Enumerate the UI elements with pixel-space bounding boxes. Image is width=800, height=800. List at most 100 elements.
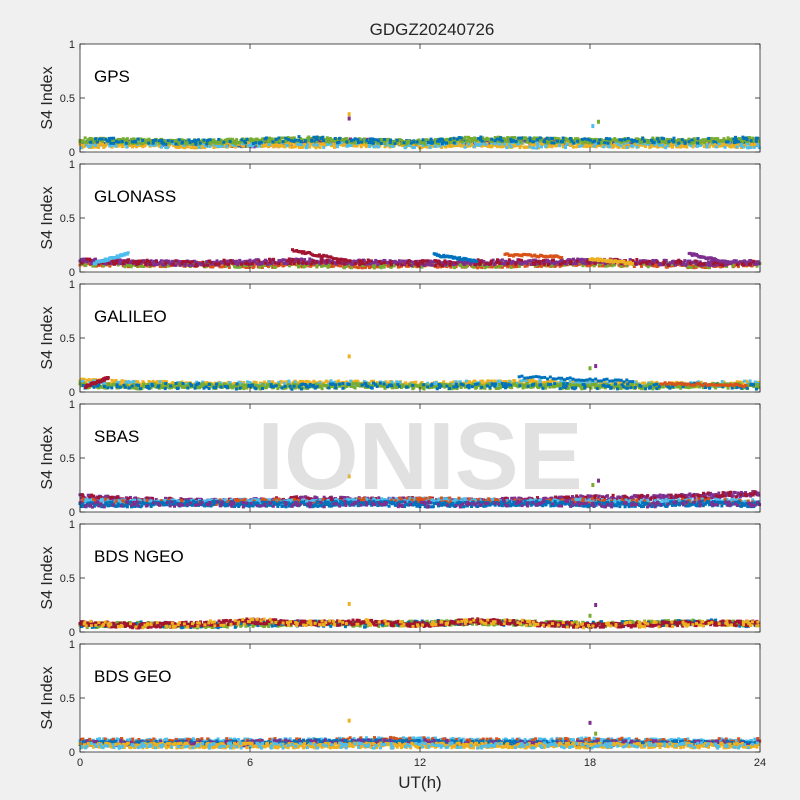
- data-point: [293, 260, 297, 264]
- data-point: [531, 140, 535, 144]
- data-point: [207, 259, 211, 263]
- data-point: [105, 139, 109, 143]
- data-point: [144, 141, 148, 145]
- data-point: [535, 146, 539, 150]
- data-point: [226, 137, 230, 141]
- data-point: [593, 139, 597, 143]
- data-point: [344, 265, 348, 269]
- data-point: [430, 144, 434, 148]
- data-point: [705, 262, 709, 266]
- data-point: [450, 140, 454, 144]
- data-point: [575, 145, 579, 149]
- data-point: [506, 144, 510, 148]
- data-point: [93, 139, 97, 143]
- data-point: [206, 263, 210, 267]
- data-point: [82, 140, 86, 144]
- data-point: [437, 261, 441, 265]
- data-point: [570, 262, 574, 266]
- data-point: [194, 146, 198, 150]
- data-point: [234, 142, 238, 146]
- data-point: [456, 260, 460, 264]
- data-point: [715, 261, 719, 265]
- data-point: [392, 264, 396, 268]
- data-point: [137, 262, 141, 266]
- data-point: [570, 139, 574, 143]
- data-point: [375, 138, 379, 142]
- data-point: [362, 143, 366, 147]
- data-point: [585, 258, 589, 262]
- data-point: [444, 145, 448, 149]
- data-point: [238, 141, 242, 145]
- data-point: [203, 261, 207, 265]
- data-point: [532, 146, 535, 150]
- data-point: [709, 261, 713, 265]
- data-point: [576, 137, 580, 141]
- data-point: [85, 260, 89, 264]
- data-point: [216, 144, 220, 148]
- data-point: [237, 144, 241, 148]
- data-point: [144, 262, 148, 266]
- data-point: [182, 138, 186, 142]
- data-point: [261, 261, 265, 265]
- data-point: [308, 145, 312, 149]
- data-point: [755, 262, 759, 266]
- data-point: [358, 263, 362, 267]
- data-point: [498, 261, 502, 265]
- data-point: [457, 137, 461, 141]
- data-point: [411, 260, 415, 264]
- data-point: [565, 142, 569, 146]
- data-point: [272, 145, 276, 149]
- data-point: [231, 143, 234, 147]
- data-point: [468, 143, 472, 147]
- data-point: [503, 142, 507, 146]
- data-point: [304, 262, 308, 266]
- data-point: [463, 145, 467, 149]
- data-point: [326, 265, 330, 269]
- data-point: [187, 264, 191, 268]
- data-point: [297, 261, 301, 265]
- data-point: [151, 139, 155, 143]
- data-point: [680, 143, 684, 147]
- data-point: [506, 252, 510, 256]
- data-point: [395, 138, 399, 142]
- data-point: [85, 140, 89, 144]
- data-point: [184, 139, 188, 143]
- data-point: [702, 145, 706, 149]
- data-point: [658, 143, 662, 147]
- data-point: [332, 139, 336, 143]
- data-point: [587, 261, 591, 265]
- data-point: [303, 258, 307, 262]
- data-point: [588, 141, 592, 145]
- data-point: [473, 141, 477, 145]
- data-point: [92, 264, 96, 268]
- data-point: [630, 142, 634, 146]
- data-point: [608, 260, 612, 264]
- data-point: [114, 140, 118, 144]
- data-point: [323, 259, 327, 263]
- data-point: [453, 266, 457, 270]
- data-point: [122, 381, 126, 385]
- data-point: [345, 144, 349, 148]
- data-point: [405, 264, 409, 268]
- data-point: [377, 259, 381, 263]
- data-point: [340, 260, 344, 264]
- data-point: [177, 138, 181, 142]
- data-point: [179, 260, 183, 264]
- data-point: [589, 144, 593, 148]
- data-point: [356, 138, 360, 142]
- data-point: [462, 138, 466, 142]
- data-point: [94, 145, 98, 149]
- data-point: [99, 263, 103, 267]
- data-point: [139, 264, 143, 268]
- data-point: [484, 142, 488, 146]
- data-point: [568, 137, 572, 140]
- data-point: [538, 260, 542, 264]
- data-point: [437, 141, 441, 145]
- data-point: [436, 139, 440, 143]
- data-point: [720, 142, 724, 146]
- data-point: [258, 265, 262, 269]
- data-point: [752, 260, 756, 264]
- data-point: [746, 146, 750, 150]
- data-point: [83, 136, 87, 140]
- data-point: [171, 381, 175, 385]
